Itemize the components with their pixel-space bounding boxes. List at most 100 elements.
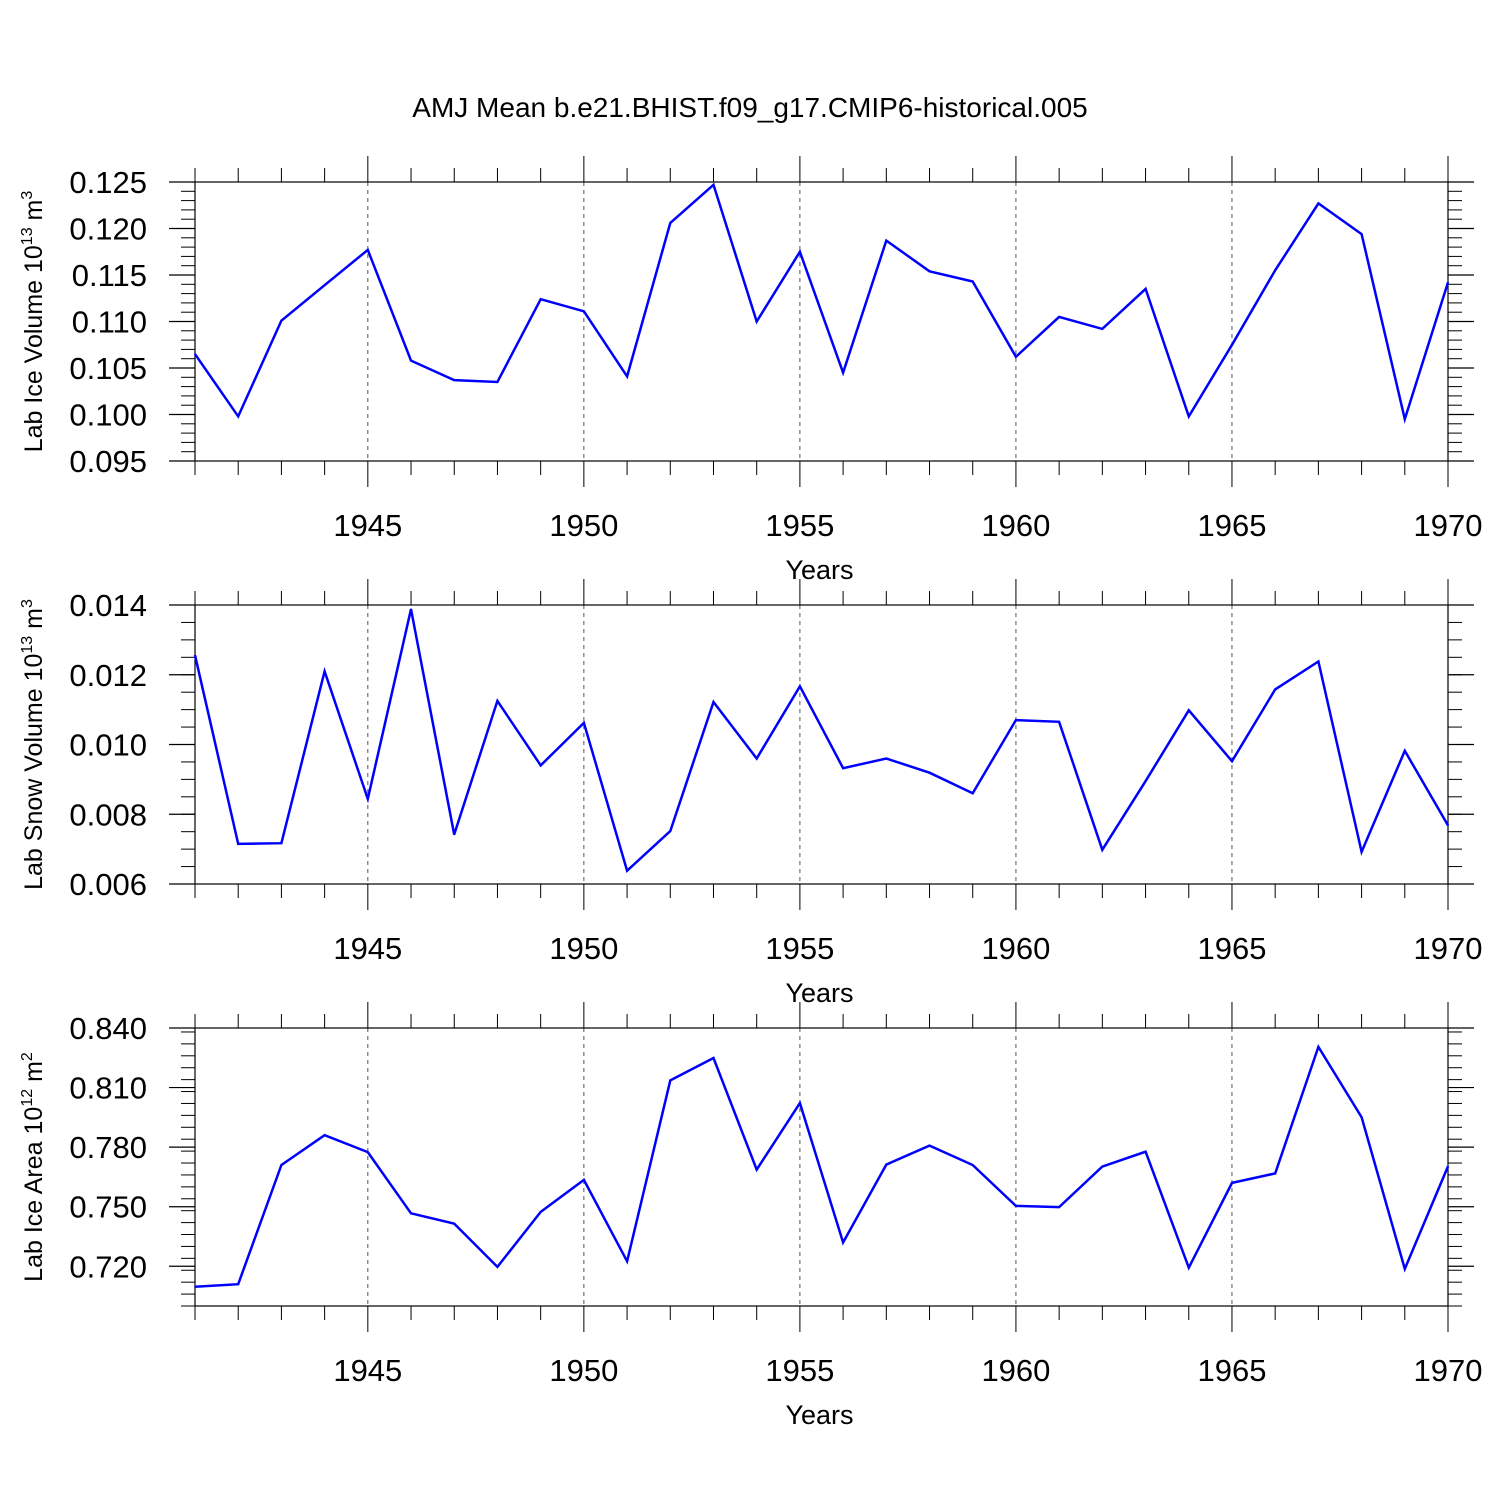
x-tick-label: 1950 (549, 508, 618, 543)
x-tick-label: 1965 (1197, 931, 1266, 966)
data-point (453, 1222, 456, 1225)
y-tick-label: 0.110 (72, 305, 147, 340)
data-point (410, 359, 412, 362)
data-point (1274, 269, 1276, 272)
data-point (928, 1144, 931, 1147)
data-point (1360, 233, 1363, 235)
y-axis-label-main: Lab Ice Area 10 (20, 1107, 48, 1282)
data-point (539, 764, 542, 767)
data-point (323, 670, 326, 673)
plot-frame (194, 181, 1449, 462)
data-point (842, 767, 844, 770)
data-point (626, 869, 628, 872)
x-tick-label: 1970 (1414, 508, 1483, 543)
data-point (1317, 660, 1320, 663)
y-tick-label: 0.008 (69, 797, 147, 832)
data-point (1015, 356, 1017, 358)
y-axis-label-exp: 12 (19, 1089, 36, 1107)
y-axis-label-unit-exp: 3 (19, 599, 36, 608)
y-axis-label: Lab Ice Volume 1013 m3 (19, 191, 48, 453)
x-tick-label: 1970 (1414, 1353, 1483, 1388)
data-point (755, 757, 758, 760)
y-tick-label: 0.840 (69, 1011, 147, 1046)
series-line (193, 182, 1450, 424)
x-axis-label: Years (785, 1400, 853, 1430)
series-line (193, 608, 1450, 873)
figure-title: AMJ Mean b.e21.BHIST.f09_g17.CMIP6-histo… (412, 92, 1088, 123)
data-point (885, 757, 888, 760)
data-point (496, 700, 499, 702)
data-point (1144, 780, 1147, 782)
data-point (367, 1151, 369, 1153)
data-point (669, 830, 672, 832)
data-point (410, 608, 412, 610)
y-axis-label-unit: m (20, 608, 48, 636)
data-point (928, 771, 931, 774)
data-point (799, 250, 801, 253)
x-tick-label: 1955 (765, 1353, 834, 1388)
data-point (1231, 760, 1233, 763)
data-point (1360, 851, 1363, 853)
data-point (1274, 1172, 1276, 1175)
y-axis-label-unit: m (20, 200, 48, 228)
data-point (323, 284, 326, 287)
data-point (1231, 1182, 1233, 1184)
data-point (280, 319, 283, 322)
y-axis-label-main: Lab Ice Volume 10 (20, 245, 48, 452)
chart-panel-3: 1945 1950 1955 1960 1965 1970 Years 0.720 0.750 0… (19, 1002, 1482, 1430)
data-point (755, 320, 758, 323)
data-point (669, 222, 672, 224)
data-point (237, 415, 240, 418)
data-point (194, 353, 196, 355)
y-tick-label: 0.100 (69, 398, 147, 433)
data-point (583, 722, 585, 724)
data-point (799, 1102, 801, 1104)
x-tick-label: 1945 (333, 931, 402, 966)
y-tick-label: 0.105 (69, 351, 147, 386)
x-tick-label: 1955 (765, 508, 834, 543)
data-point (237, 1283, 240, 1285)
y-axis-label-exp: 13 (19, 227, 36, 245)
y-tick-label: 0.750 (69, 1190, 147, 1225)
data-point (626, 1260, 628, 1263)
data-point (1015, 1205, 1017, 1207)
x-tick-label: 1945 (333, 1353, 402, 1388)
data-point (1317, 1046, 1320, 1048)
data-point (1317, 202, 1320, 205)
data-point (1187, 1266, 1190, 1269)
data-point (1447, 824, 1449, 827)
data-point (453, 833, 456, 836)
data-point (323, 1134, 326, 1137)
data-point (1403, 1268, 1406, 1270)
y-tick-label: 0.012 (69, 658, 147, 693)
x-axis-label: Years (785, 555, 853, 585)
data-point (885, 239, 888, 242)
y-tick-label: 0.095 (69, 444, 147, 479)
data-point (842, 1241, 844, 1244)
data-point (971, 280, 974, 283)
y-axis-label-unit-exp: 3 (19, 191, 36, 200)
x-tick-label: 1945 (333, 508, 402, 543)
chart-panel-1: 1945 1950 1955 1960 1965 1970 Years 0.095 0.100 0… (19, 156, 1482, 585)
x-tick-label: 1965 (1197, 1353, 1266, 1388)
data-point (1274, 688, 1276, 691)
x-tick-label: 1960 (981, 931, 1050, 966)
data-point (1447, 281, 1449, 284)
y-axis-label-main: Lab Snow Volume 10 (20, 654, 48, 890)
data-point (1101, 328, 1104, 330)
x-tick-label: 1970 (1414, 931, 1483, 966)
y-tick-label: 0.720 (69, 1249, 147, 1284)
data-point (971, 792, 974, 795)
y-tick-label: 0.125 (69, 165, 147, 200)
data-point (583, 1179, 585, 1181)
plot-frame (194, 1027, 1449, 1307)
x-tick-label: 1960 (981, 1353, 1050, 1388)
data-point (1360, 1116, 1363, 1118)
y-tick-label: 0.006 (69, 867, 147, 902)
y-axis-label-unit: m (20, 1061, 48, 1089)
data-point (626, 375, 628, 378)
y-axis-label: Lab Snow Volume 1013 m3 (19, 599, 48, 890)
data-point (799, 685, 801, 688)
data-point (669, 1079, 672, 1082)
